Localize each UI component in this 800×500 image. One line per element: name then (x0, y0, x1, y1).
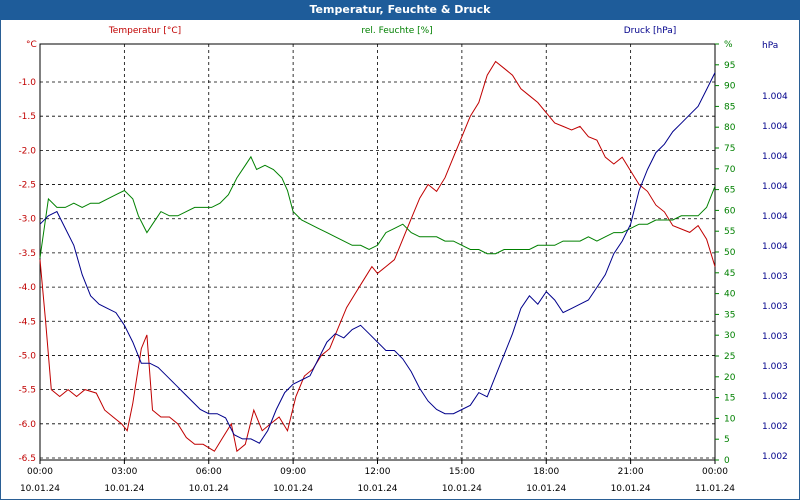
chart-area: -1.0 -1.5 -2.0 -2.5 -3.0 -3.5 -4.0 -4.5 -5.0 -5.5… (18, 26, 788, 494)
x-tick-time: 03:00 (111, 467, 137, 477)
x-tick-date: 10.01.24 (273, 484, 313, 494)
hum-tick-label: 15 (724, 394, 735, 404)
pressure-line (39, 72, 716, 444)
hum-tick-label: 0 (724, 456, 730, 466)
pressure-tick-label: 1.004 (762, 152, 788, 162)
hum-tick-label: 30 (724, 331, 736, 341)
legend-humidity: rel. Feuchte [%] (361, 26, 432, 36)
hum-tick-label: % (724, 40, 733, 50)
hum-tick-label: 95 (724, 61, 735, 71)
temp-tick-label: -3.5 (18, 249, 36, 259)
hum-tick-label: 45 (724, 269, 735, 279)
pressure-tick-label: 1.004 (762, 122, 788, 132)
hum-tick-label: 35 (724, 310, 735, 320)
temp-tick-label: -6.0 (18, 420, 36, 430)
x-tick-date: 10.01.24 (526, 484, 566, 494)
pressure-tick-label: 1.004 (762, 242, 788, 252)
hum-tick-label: 55 (724, 227, 735, 237)
x-tick-time: 18:00 (533, 467, 559, 477)
temp-tick-label: -2.5 (18, 181, 36, 191)
pressure-tick-label: 1.003 (762, 362, 788, 372)
pressure-tick-label: 1.002 (762, 422, 788, 432)
temp-tick-label: -5.0 (18, 351, 36, 361)
pressure-tick-label: 1.002 (762, 392, 788, 402)
temp-unit-label: °C (26, 40, 37, 50)
temp-tick-label: -4.5 (18, 317, 36, 327)
hum-tick-label: 20 (724, 373, 736, 383)
temp-tick-label: -4.0 (18, 283, 36, 293)
x-tick-time: 00:00 (702, 467, 728, 477)
temp-tick-label: -2.0 (18, 146, 36, 156)
hum-tick-label: 40 (724, 290, 736, 300)
legend-pressure: Druck [hPa] (624, 26, 677, 36)
pressure-tick-label: 1.003 (762, 272, 788, 282)
x-tick-time: 06:00 (196, 467, 222, 477)
x-tick-date: 10.01.24 (189, 484, 229, 494)
temp-tick-label: -6.5 (18, 454, 36, 464)
hum-tick-label: 5 (724, 435, 730, 445)
humidity-line (39, 155, 716, 258)
axis-labels: -1.0 -1.5 -2.0 -2.5 -3.0 -3.5 -4.0 -4.5 -5.0 -5.5… (18, 26, 788, 494)
x-tick-time: 00:00 (27, 467, 53, 477)
x-tick-date: 10.01.24 (20, 484, 60, 494)
x-tick-time: 21:00 (618, 467, 644, 477)
pressure-tick-label: 1.002 (762, 452, 788, 462)
pressure-unit-label: hPa (762, 41, 778, 51)
hum-tick-label: 90 (724, 82, 736, 92)
pressure-tick-label: 1.004 (762, 212, 788, 222)
temperature-line (39, 60, 716, 453)
x-tick-date: 11.01.24 (695, 484, 735, 494)
temp-tick-label: -5.5 (18, 386, 36, 396)
hum-tick-label: 85 (724, 102, 735, 112)
window-title: Temperatur, Feuchte & Druck (0, 0, 800, 20)
temp-tick-label: -1.5 (18, 112, 36, 122)
pressure-tick-label: 1.003 (762, 332, 788, 342)
x-tick-time: 15:00 (449, 467, 475, 477)
x-tick-date: 10.01.24 (442, 484, 482, 494)
temp-tick-label: -3.0 (18, 215, 36, 225)
x-tick-time: 12:00 (365, 467, 391, 477)
x-tick-date: 10.01.24 (611, 484, 651, 494)
legend-temperature: Temperatur [°C] (108, 26, 181, 36)
x-tick-time: 09:00 (280, 467, 306, 477)
hum-tick-label: 60 (724, 206, 736, 216)
x-tick-date: 10.01.24 (104, 484, 144, 494)
hum-tick-label: 25 (724, 352, 735, 362)
pressure-tick-label: 1.004 (762, 182, 788, 192)
pressure-tick-label: 1.003 (762, 302, 788, 312)
hum-tick-label: 10 (724, 414, 736, 424)
x-tick-date: 10.01.24 (357, 484, 397, 494)
hum-tick-label: 70 (724, 165, 736, 175)
hum-tick-label: 50 (724, 248, 736, 258)
grid (39, 43, 719, 464)
hum-tick-label: 65 (724, 186, 735, 196)
temp-tick-label: -1.0 (18, 78, 36, 88)
hum-tick-label: 80 (724, 123, 736, 133)
pressure-tick-label: 1.004 (762, 92, 788, 102)
series-lines (39, 60, 716, 453)
hum-tick-label: 75 (724, 144, 735, 154)
